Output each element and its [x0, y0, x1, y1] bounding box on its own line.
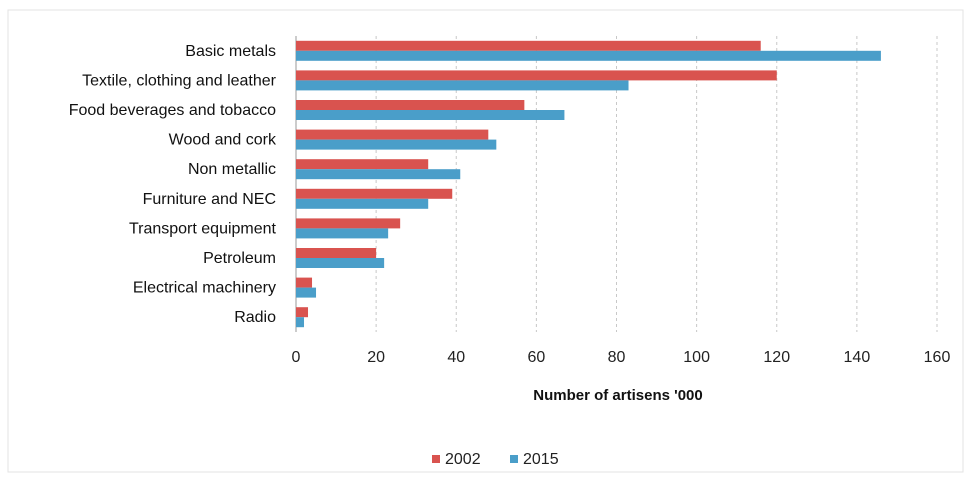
legend-swatch-2002 [432, 455, 440, 463]
x-tick-label: 140 [844, 349, 871, 366]
legend: 2002 2015 [432, 451, 559, 468]
category-label: Transport equipment [129, 220, 277, 237]
bar-2002 [296, 218, 401, 229]
bar-2002 [296, 277, 313, 288]
x-tick-label: 20 [367, 349, 385, 366]
x-tick-label: 0 [292, 349, 301, 366]
bar-2002 [296, 100, 525, 110]
legend-swatch-2015 [510, 455, 518, 463]
category-label: Petroleum [203, 250, 276, 267]
x-tick-label: 100 [683, 349, 710, 366]
category-label: Basic metals [185, 43, 276, 60]
legend-label-2015: 2015 [523, 451, 559, 468]
x-axis-title: Number of artisens '000 [533, 387, 702, 404]
x-tick-label: 40 [447, 349, 465, 366]
bar-2015 [296, 317, 305, 328]
bar-2015 [296, 80, 629, 91]
bar-2002 [296, 188, 453, 199]
bar-2002 [296, 40, 761, 51]
category-label: Furniture and NEC [143, 191, 276, 208]
bar-2002 [296, 248, 377, 258]
bar-2015 [296, 258, 385, 268]
bar-2002 [296, 159, 429, 170]
category-label: Radio [234, 309, 276, 326]
bar-2002 [296, 307, 309, 318]
bar-2002 [296, 129, 489, 140]
bar-2015 [296, 228, 389, 239]
category-label: Non metallic [188, 161, 276, 178]
bar-2015 [296, 50, 881, 61]
bar-2015 [296, 198, 429, 209]
x-tick-label: 120 [763, 349, 790, 366]
bar-chart: 0 20 40 60 80 100 120 140 160 Basic metals Textile… [69, 36, 951, 366]
x-tick-label: 160 [924, 349, 951, 366]
x-tick-label: 60 [527, 349, 545, 366]
bar-2015 [296, 110, 565, 120]
bar-2015 [296, 287, 317, 298]
category-label: Electrical machinery [133, 280, 276, 297]
bar-2002 [296, 70, 777, 81]
category-label: Food beverages and tobacco [69, 102, 276, 119]
bar-2015 [296, 139, 497, 150]
x-tick-label: 80 [608, 349, 626, 366]
legend-label-2002: 2002 [445, 451, 481, 468]
category-label: Wood and cork [169, 132, 277, 149]
bar-2015 [296, 169, 461, 180]
category-label: Textile, clothing and leather [82, 72, 277, 89]
